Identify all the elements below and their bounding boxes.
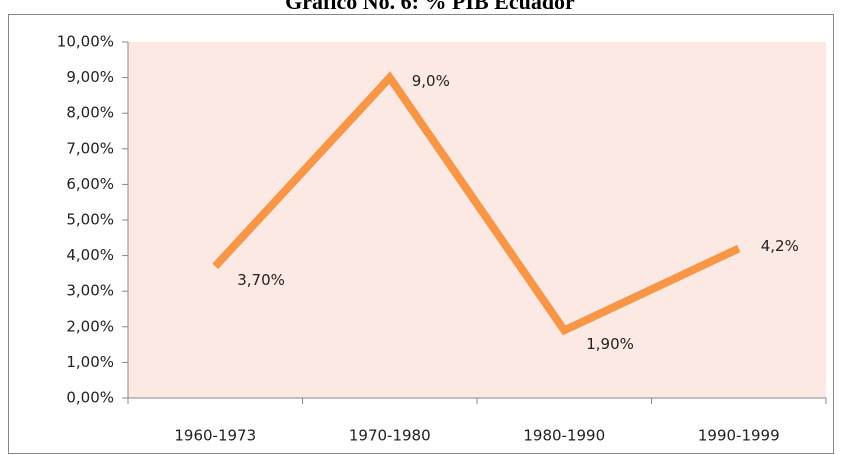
y-tick-label: 1,00% <box>66 353 114 371</box>
y-tick-label: 10,00% <box>57 33 114 51</box>
data-label: 1,90% <box>586 335 634 353</box>
y-tick-label: 9,00% <box>66 68 114 86</box>
y-tick-label: 0,00% <box>66 389 114 407</box>
x-tick-label: 1990-1999 <box>698 427 780 445</box>
plot-area <box>128 42 826 398</box>
y-tick-label: 2,00% <box>66 317 114 335</box>
x-tick-label: 1960-1973 <box>174 427 256 445</box>
y-tick-label: 4,00% <box>66 246 114 264</box>
x-tick-label: 1980-1990 <box>523 427 605 445</box>
y-tick-label: 6,00% <box>66 175 114 193</box>
chart-title: Gráfico No. 6: % PIB Ecuador <box>285 0 575 14</box>
line <box>212 71 741 336</box>
y-tick-label: 7,00% <box>66 139 114 157</box>
data-label: 4,2% <box>761 237 799 255</box>
x-tick-label: 1970-1980 <box>349 427 431 445</box>
y-tick-label: 5,00% <box>66 211 114 229</box>
y-tick-label: 8,00% <box>66 104 114 122</box>
data-label: 9,0% <box>412 72 450 90</box>
y-tick-label: 3,00% <box>66 282 114 300</box>
data-label: 3,70% <box>237 271 285 289</box>
